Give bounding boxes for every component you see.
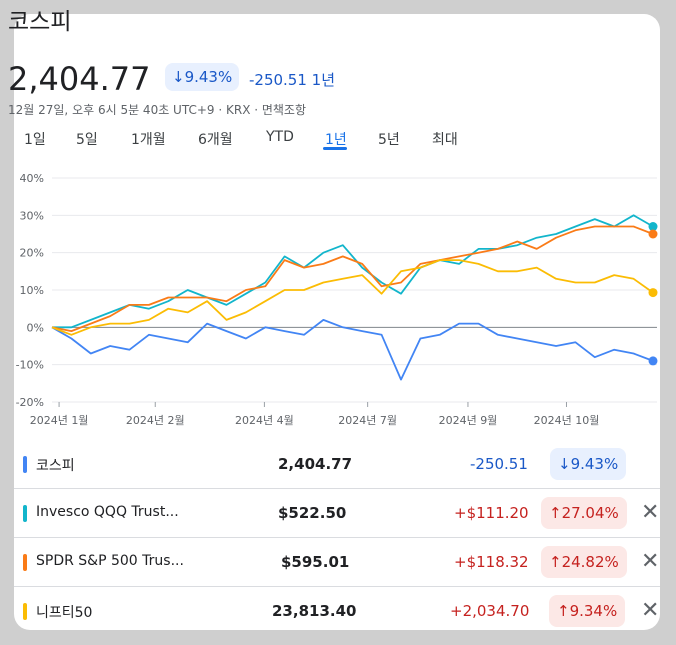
tab-6m[interactable]: 6개월 [198, 132, 233, 148]
active-tab-indicator [323, 147, 347, 150]
tab-ytd[interactable]: YTD [266, 129, 294, 145]
row-pct-badge: ↓9.43% [550, 448, 627, 480]
divider [14, 488, 660, 489]
row-change: +2,034.70 [450, 602, 530, 620]
row-price: $595.01 [281, 553, 350, 571]
y-tick-label: 0% [27, 321, 44, 334]
y-tick-label: 40% [20, 172, 44, 185]
remove-comparison-button[interactable]: ✕ [641, 500, 660, 525]
row-price: $522.50 [278, 504, 347, 522]
compare-row-kospi[interactable]: 코스피 2,404.77 -250.51 ↓9.43% [14, 440, 660, 489]
series-color-bar [23, 505, 27, 522]
x-tick-label: 2024년 1월 [30, 414, 89, 427]
row-name: Invesco QQQ Trust... [36, 504, 179, 520]
row-change: -250.51 [470, 455, 528, 473]
row-price: 2,404.77 [278, 455, 353, 473]
row-name: SPDR S&P 500 Trus... [36, 553, 184, 569]
row-pct-badge: ↑9.34% [549, 595, 626, 627]
tab-max[interactable]: 최대 [432, 132, 458, 148]
series-line-2 [51, 225, 654, 332]
x-tick-label: 2024년 4월 [235, 414, 294, 427]
y-tick-label: 20% [20, 247, 44, 260]
pct-change-badge: ↓9.43% [165, 63, 240, 91]
y-tick-label: 10% [20, 284, 44, 297]
x-tick-label: 2024년 2월 [126, 414, 185, 427]
compare-row-spy[interactable]: SPDR S&P 500 Trus... $595.01 +$118.32 ↑2… [14, 538, 660, 587]
tab-5d[interactable]: 5일 [76, 132, 98, 148]
row-change: +$118.32 [454, 553, 529, 571]
compare-row-nifty[interactable]: 니프티50 23,813.40 +2,034.70 ↑9.34% ✕ [14, 587, 660, 636]
remove-comparison-button[interactable]: ✕ [641, 549, 660, 574]
x-tick-label: 2024년 10월 [534, 414, 600, 427]
row-pct-badge: ↑27.04% [541, 497, 627, 529]
series-end-dot-3 [648, 288, 658, 298]
remove-comparison-button[interactable]: ✕ [641, 598, 660, 623]
y-tick-label: -20% [16, 396, 44, 409]
series-line-3 [51, 259, 654, 336]
quote-meta: 12월 27일, 오후 6시 5분 40초 UTC+9 · KRX · 면책조항 [8, 103, 307, 117]
series-end-dot-2 [648, 229, 658, 239]
compare-row-qqq[interactable]: Invesco QQQ Trust... $522.50 +$111.20 ↑2… [14, 489, 660, 538]
series-color-bar [23, 456, 27, 473]
abs-change: -250.51 1년 [249, 71, 336, 89]
comparison-chart: 40% 30% 20% 10% 0% -10% -20% 2024년 1월 2024년 2월 2… [16, 172, 658, 427]
divider [14, 537, 660, 538]
y-tick-label: -10% [16, 359, 44, 372]
current-price: 2,404.77 [8, 60, 151, 98]
divider [14, 586, 660, 587]
page-title: 코스피 [8, 9, 72, 35]
series-end-dot-0 [648, 356, 658, 366]
x-tick-label: 2024년 7월 [338, 414, 397, 427]
tab-1m[interactable]: 1개월 [131, 132, 166, 148]
row-name: 코스피 [36, 458, 75, 474]
tab-1y[interactable]: 1년 [325, 132, 347, 148]
series-color-bar [23, 554, 27, 571]
y-tick-label: 30% [20, 209, 44, 222]
series-end-dot-1 [648, 222, 658, 232]
row-price: 23,813.40 [272, 602, 357, 620]
row-change: +$111.20 [454, 504, 529, 522]
x-tick-label: 2024년 9월 [439, 414, 498, 427]
tab-5y[interactable]: 5년 [378, 132, 400, 148]
row-name: 니프티50 [36, 605, 93, 621]
series-line-0 [51, 319, 654, 381]
series-line-1 [52, 214, 654, 329]
series-color-bar [23, 603, 27, 620]
tab-1d[interactable]: 1일 [24, 132, 46, 148]
row-pct-badge: ↑24.82% [541, 546, 627, 578]
